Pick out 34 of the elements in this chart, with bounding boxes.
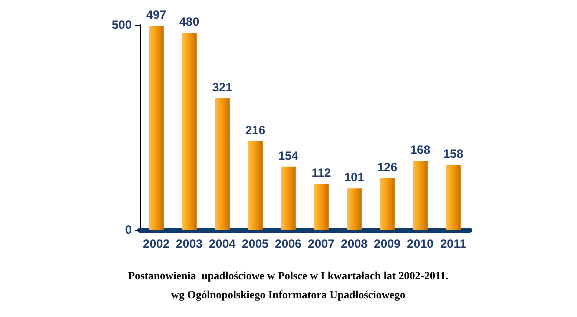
x-tick-label: 2004 [209,237,236,251]
x-tick-label: 2007 [308,237,336,251]
x-tick-label: 2009 [374,237,402,251]
bar [149,26,164,230]
bar [347,188,362,230]
x-tick-label: 2006 [275,237,302,251]
bar [446,165,461,230]
text: Postanowienia upadłościowe w Polsce w I kwartałach lat 2002-2011. [128,270,449,282]
bar [248,141,263,230]
x-tick-label: 2010 [407,237,434,251]
data-label: 168 [410,143,431,158]
bar [380,178,395,230]
x-tick-label: 2008 [341,237,368,251]
data-label: 112 [312,166,332,180]
text: wg Ogólnopolskiego Informatora Upadłościowego [171,290,406,302]
data-label: 154 [278,148,299,163]
x-tick-label: 2005 [242,237,270,251]
data-label: 321 [212,80,233,94]
data-label: 480 [179,15,200,30]
y-tick-label: 0 [125,223,132,237]
y-tick-label: 500 [112,18,132,32]
x-tick-label: 2011 [440,237,467,251]
data-label: 158 [443,147,464,162]
data-label: 497 [146,8,167,22]
data-label: 126 [377,160,398,174]
bar [413,161,428,230]
bar [281,166,296,230]
bar [314,184,329,230]
x-tick-label: 2003 [176,237,204,251]
data-label: 101 [344,170,365,185]
bar [182,33,197,230]
x-tick-label: 2002 [143,237,170,251]
data-label: 216 [245,123,266,138]
bar [215,98,230,230]
